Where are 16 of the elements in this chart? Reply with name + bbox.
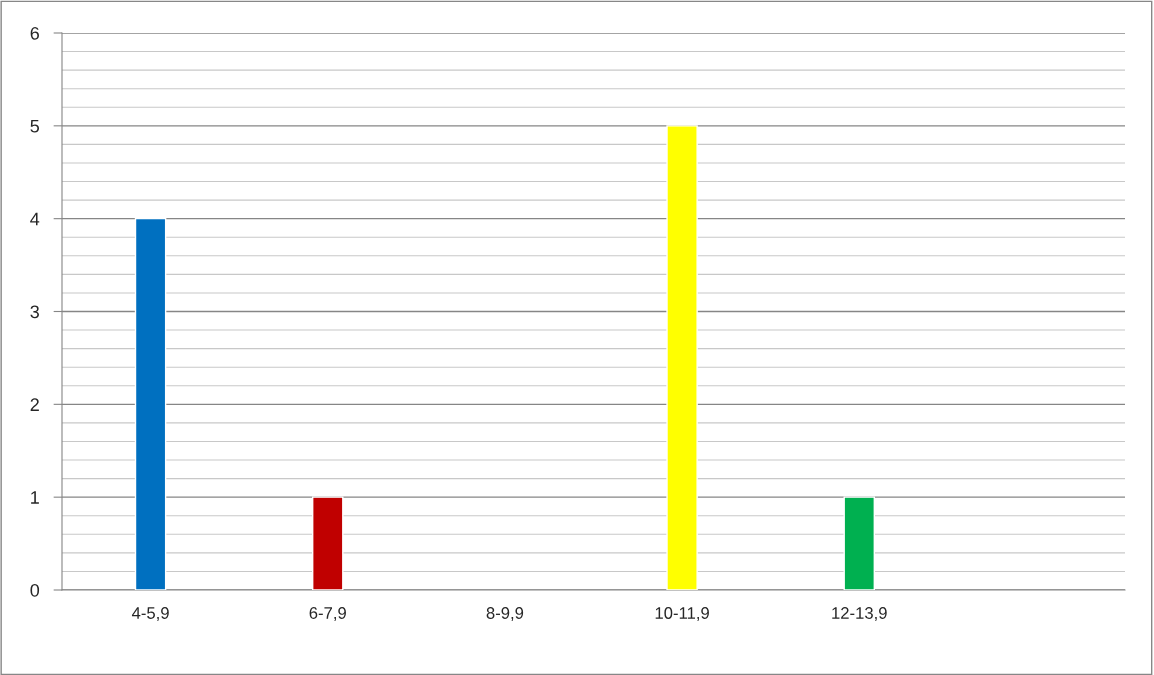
y-tick-label: 0 (30, 583, 40, 597)
bar (311, 496, 344, 590)
x-tick-label: 12-13,9 (832, 607, 887, 621)
bar (843, 496, 876, 590)
x-tick-label: 10-11,9 (655, 607, 709, 621)
x-tick-label: 8-9,9 (486, 607, 524, 621)
bar (666, 125, 698, 590)
y-tick-label: 4 (30, 212, 40, 226)
x-tick-label: 6-7,9 (309, 607, 346, 621)
y-tick-label: 5 (30, 119, 40, 133)
y-tick-label: 2 (30, 398, 39, 411)
x-tick-label: 4-5,9 (131, 607, 169, 621)
y-tick-label: 6 (30, 26, 39, 40)
bar (134, 217, 167, 590)
y-tick-label: 3 (30, 305, 39, 319)
y-tick-label: 1 (31, 491, 39, 504)
